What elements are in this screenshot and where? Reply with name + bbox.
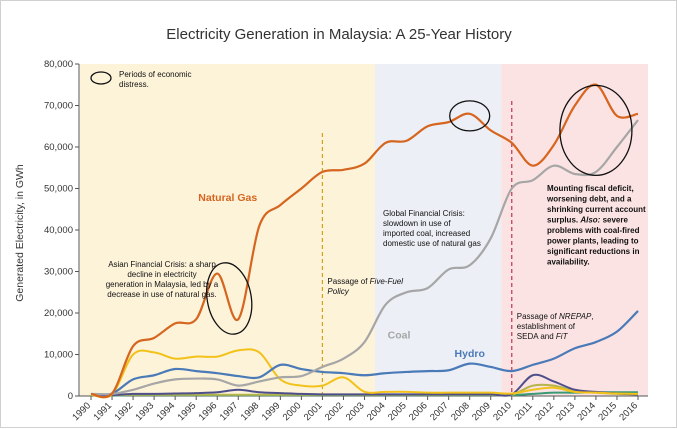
- distress-ellipse: [559, 84, 633, 177]
- series-label-hydro: Hydro: [455, 348, 485, 360]
- x-tick-label: 2006: [407, 400, 430, 423]
- x-tick-label: 1992: [112, 400, 135, 423]
- distress-ellipse: [206, 262, 253, 335]
- y-axis-label: Generated Electricity, in GWh: [14, 164, 26, 302]
- x-tick-label: 1995: [176, 400, 199, 423]
- x-tick-label: 2000: [281, 400, 304, 423]
- annotation-global-line: Global Financial Crisis:: [383, 209, 465, 218]
- annotation-asian-line: Asian Financial Crisis: a sharp: [108, 260, 216, 269]
- y-tick-label: 70,000: [44, 101, 73, 112]
- y-tick-label: 0: [68, 391, 73, 402]
- annotation-fiscal-line: significant reductions in: [547, 247, 640, 256]
- annotation-fiscal-line: worsening debt, and a: [546, 195, 632, 204]
- policy-marker-label: Passage of Five-Fuel: [327, 277, 403, 286]
- x-tick-label: 2014: [575, 400, 598, 423]
- series-line-natural-gas: [90, 83, 639, 399]
- x-tick-label: 2011: [513, 400, 535, 422]
- series-label-coal: Coal: [388, 330, 411, 342]
- y-tick-label: 80,000: [44, 59, 73, 70]
- shaded-period: [80, 64, 376, 396]
- annotation-fiscal-line: problems with coal-fired: [547, 226, 640, 235]
- legend-ellipse-icon: [90, 71, 112, 85]
- x-tick-label: 1999: [260, 400, 283, 423]
- x-tick-label: 1998: [239, 400, 262, 423]
- x-tick-label: 2005: [386, 400, 409, 423]
- series-line-fuel-4: [90, 373, 639, 397]
- x-tick-label: 1997: [218, 400, 241, 423]
- policy-marker-label: Policy: [327, 287, 349, 296]
- series-line-fuel-3: [90, 348, 639, 399]
- annotation-fiscal-line: shrinking current account: [547, 205, 646, 214]
- policy-marker-label: SEDA and FiT: [517, 332, 569, 341]
- x-tick-label: 1990: [70, 400, 93, 423]
- series-line-coal: [90, 119, 639, 396]
- annotation-asian-line: decline in electricity: [127, 270, 196, 279]
- x-tick-label: 2008: [449, 400, 472, 423]
- x-tick-label: 2004: [365, 400, 388, 423]
- annotation-fiscal-line: power plants, leading to: [547, 237, 639, 246]
- x-tick-label: 2003: [344, 400, 367, 423]
- y-tick-label: 50,000: [44, 184, 73, 195]
- annotation-legend-line: distress.: [119, 80, 149, 89]
- distress-ellipse: [449, 100, 491, 132]
- annotation-fiscal-line: availability.: [547, 258, 590, 267]
- chart-title: Electricity Generation in Malaysia: A 25…: [166, 26, 512, 43]
- annotation-legend-line: Periods of economic: [119, 70, 191, 79]
- series-label-natural-gas: Natural Gas: [198, 192, 257, 204]
- x-tick-label: 2001: [302, 400, 325, 423]
- y-tick-label: 40,000: [44, 225, 73, 236]
- y-tick-label: 30,000: [44, 267, 73, 278]
- y-tick-label: 10,000: [44, 350, 73, 361]
- x-tick-label: 1994: [155, 400, 178, 423]
- y-tick-label: 20,000: [44, 308, 73, 319]
- x-tick-label: 2013: [554, 400, 577, 423]
- annotation-global-line: slowdown in use of: [383, 219, 451, 228]
- shaded-period: [501, 64, 648, 396]
- annotation-global-line: imported coal, increased: [383, 229, 470, 238]
- policy-marker-label: establishment of: [517, 322, 576, 331]
- y-tick-label: 60,000: [44, 142, 73, 153]
- annotation-asian-line: generation in Malaysia, led by a: [106, 280, 219, 289]
- x-tick-label: 2010: [491, 400, 514, 423]
- policy-marker-label: Passage of NREPAP,: [517, 312, 594, 321]
- x-tick-label: 2012: [533, 400, 556, 423]
- x-tick-label: 1996: [197, 400, 220, 423]
- annotation-asian-line: decrease in use of natural gas.: [107, 290, 216, 299]
- annotation-global-line: domestic use of natural gas: [383, 239, 481, 248]
- x-tick-label: 2015: [596, 400, 619, 423]
- annotation-fiscal-line: surplus. Also: severe: [547, 216, 628, 225]
- x-tick-label: 1993: [134, 400, 157, 423]
- series-line-hydro: [90, 310, 639, 396]
- x-tick-label: 2007: [428, 400, 451, 423]
- x-tick-label: 2016: [617, 400, 640, 423]
- annotation-fiscal-line: Mounting fiscal deficit,: [547, 184, 634, 193]
- x-tick-label: 2002: [323, 400, 346, 423]
- x-tick-label: 2009: [470, 400, 493, 423]
- shaded-period: [375, 64, 502, 396]
- x-tick-label: 1991: [91, 400, 114, 423]
